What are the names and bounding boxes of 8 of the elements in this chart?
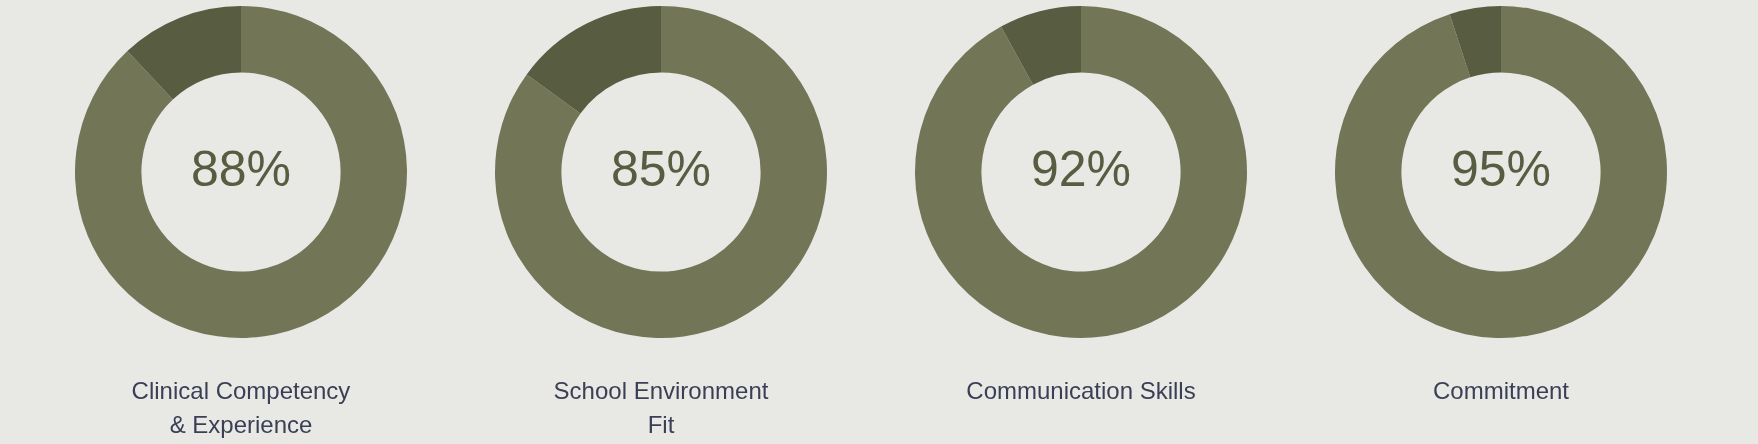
text: Clinical Competency & Experience [130,376,352,440]
data-label: 92% [1030,140,1132,197]
data-label: 85% [610,140,712,197]
data-label: 95% [1450,140,1552,197]
text: Commitment [1432,376,1570,406]
text: School Environment Fit [552,376,770,440]
text: Communication Skills [965,376,1197,406]
data-label: 88% [190,140,292,197]
